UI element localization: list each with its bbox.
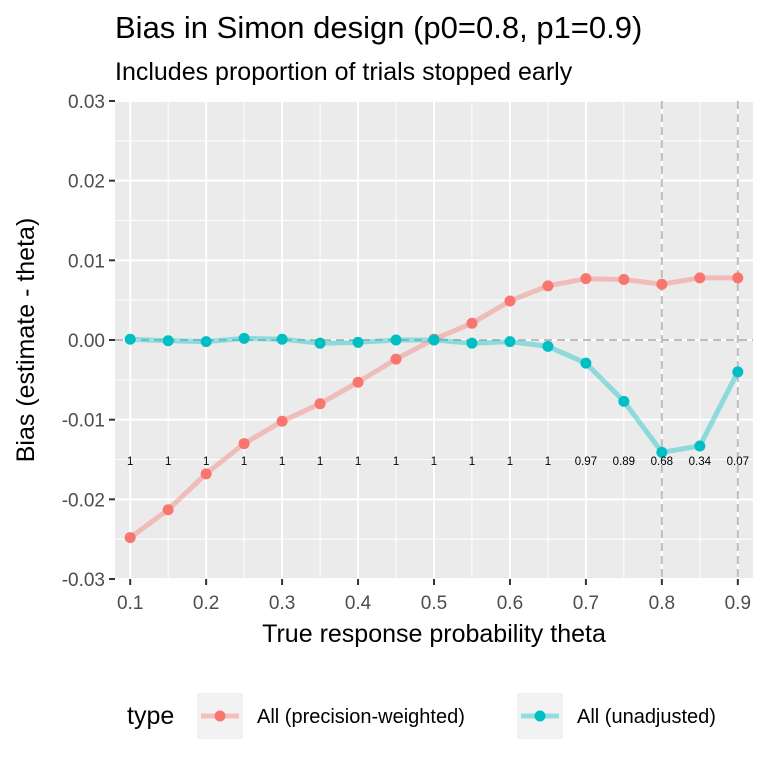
- proportion-label: 1: [203, 456, 209, 468]
- data-point-unadjusted: [466, 337, 478, 349]
- x-tick-label: 0.3: [269, 593, 295, 614]
- y-axis: 0.03 0.02 0.01 0.00 -0.01 -0.02 -0.03: [62, 92, 115, 591]
- proportion-label: 0.34: [689, 456, 712, 468]
- data-point-precision-weighted: [390, 353, 402, 365]
- data-point-unadjusted: [238, 332, 250, 344]
- data-point-unadjusted: [276, 333, 288, 345]
- data-point-precision-weighted: [542, 280, 554, 292]
- x-axis-title: True response probability theta: [262, 620, 606, 648]
- data-point-precision-weighted: [314, 398, 326, 410]
- data-point-unadjusted: [504, 336, 516, 348]
- proportion-label: 1: [241, 456, 247, 468]
- data-point-unadjusted: [314, 337, 326, 349]
- data-point-unadjusted: [428, 334, 440, 346]
- data-point-precision-weighted: [200, 468, 212, 480]
- proportion-label: 1: [431, 456, 437, 468]
- data-point-unadjusted: [618, 395, 630, 407]
- proportion-labels: 1 1 1 1 1 1 1 1 1 1 1 1 0.97 0.89 0.68 0.34 0.07: [127, 456, 749, 468]
- chart-title: Bias in Simon design (p0=0.8, p1=0.9): [115, 10, 642, 45]
- x-tick-label: 0.7: [573, 593, 599, 614]
- proportion-label: 0.89: [613, 456, 635, 468]
- proportion-label: 0.07: [727, 456, 749, 468]
- y-tick-label: -0.03: [62, 570, 105, 591]
- data-point-unadjusted: [352, 336, 364, 348]
- y-tick-label: -0.02: [62, 490, 105, 511]
- data-point-precision-weighted: [656, 278, 668, 290]
- data-point-unadjusted: [732, 366, 744, 378]
- y-tick-label: 0.01: [68, 251, 105, 272]
- series-points: [124, 272, 744, 544]
- y-tick-label: -0.01: [62, 411, 105, 432]
- data-point-unadjusted: [694, 440, 706, 452]
- proportion-label: 1: [545, 456, 551, 468]
- y-axis-title: Bias (estimate - theta): [12, 218, 40, 463]
- proportion-label: 1: [165, 456, 171, 468]
- y-tick-label: 0.00: [68, 331, 105, 352]
- proportion-label: 1: [317, 456, 323, 468]
- proportion-label: 0.97: [575, 456, 597, 468]
- chart-subtitle: Includes proportion of trials stopped ea…: [115, 58, 573, 86]
- data-point-precision-weighted: [162, 504, 174, 516]
- data-point-unadjusted: [124, 333, 136, 345]
- y-tick-label: 0.02: [68, 172, 105, 193]
- data-point-unadjusted: [162, 335, 174, 347]
- proportion-label: 1: [507, 456, 513, 468]
- data-point-precision-weighted: [124, 532, 136, 544]
- proportion-label: 0.68: [651, 456, 673, 468]
- data-point-precision-weighted: [694, 272, 706, 284]
- y-tick-label: 0.03: [68, 92, 105, 113]
- data-point-precision-weighted: [238, 438, 250, 450]
- legend-key-point-precision-weighted: [214, 710, 226, 722]
- x-tick-label: 0.4: [345, 593, 372, 614]
- x-tick-label: 0.9: [725, 593, 751, 614]
- legend-label-precision-weighted: All (precision-weighted): [257, 706, 465, 728]
- proportion-label: 1: [393, 456, 399, 468]
- data-point-unadjusted: [656, 446, 668, 458]
- data-point-precision-weighted: [466, 317, 478, 329]
- x-tick-label: 0.5: [421, 593, 447, 614]
- legend: type All (precision-weighted) All (unadj…: [127, 693, 716, 739]
- data-point-precision-weighted: [352, 376, 364, 388]
- data-point-unadjusted: [390, 334, 402, 346]
- proportion-label: 1: [279, 456, 285, 468]
- proportion-label: 1: [469, 456, 475, 468]
- legend-title: type: [127, 702, 174, 730]
- proportion-label: 1: [355, 456, 361, 468]
- x-tick-label: 0.6: [497, 593, 523, 614]
- x-tick-label: 0.8: [649, 593, 675, 614]
- x-axis: 0.1 0.2 0.3 0.4 0.5 0.6 0.7 0.8 0.9: [117, 579, 751, 614]
- x-tick-label: 0.2: [193, 593, 219, 614]
- x-tick-label: 0.1: [117, 593, 143, 614]
- data-point-precision-weighted: [732, 272, 744, 284]
- data-point-precision-weighted: [618, 273, 630, 285]
- proportion-label: 1: [127, 456, 133, 468]
- data-point-precision-weighted: [276, 415, 288, 427]
- legend-label-unadjusted: All (unadjusted): [577, 706, 716, 728]
- data-point-unadjusted: [580, 357, 592, 369]
- data-point-unadjusted: [542, 340, 554, 352]
- data-point-precision-weighted: [580, 273, 592, 285]
- data-point-precision-weighted: [504, 295, 516, 307]
- legend-key-point-unadjusted: [534, 710, 546, 722]
- data-point-unadjusted: [200, 336, 212, 348]
